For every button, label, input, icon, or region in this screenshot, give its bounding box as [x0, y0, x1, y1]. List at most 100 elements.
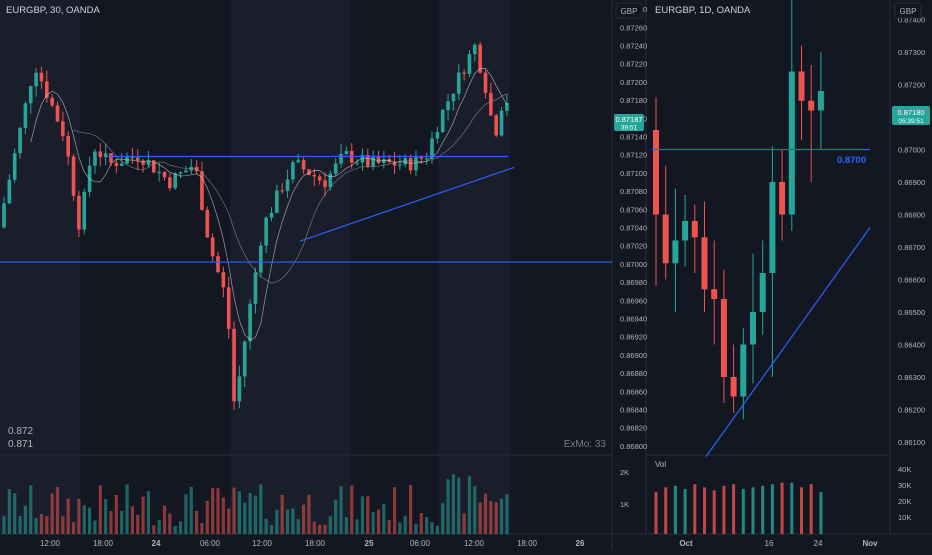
- candle-body[interactable]: [130, 157, 135, 159]
- candle-body[interactable]: [200, 171, 204, 210]
- right-symbol-title[interactable]: EURGBP, 1D, OANDA: [655, 5, 751, 16]
- candle-body[interactable]: [221, 272, 226, 288]
- candle-body[interactable]: [71, 156, 76, 196]
- right-drawings[interactable]: [652, 148, 871, 457]
- candle-body[interactable]: [344, 150, 349, 154]
- daily-candle-body[interactable]: [682, 221, 689, 241]
- candle-body[interactable]: [366, 155, 370, 167]
- candle-body[interactable]: [392, 162, 397, 166]
- candle-body[interactable]: [307, 169, 311, 175]
- candle-body[interactable]: [489, 92, 493, 116]
- candle-body[interactable]: [355, 162, 359, 164]
- candle-body[interactable]: [424, 158, 429, 160]
- candle-body[interactable]: [478, 44, 482, 73]
- candle-body[interactable]: [146, 160, 151, 165]
- candle-body[interactable]: [408, 158, 413, 171]
- candle-body[interactable]: [168, 177, 172, 189]
- candle-body[interactable]: [446, 101, 450, 111]
- candle-body[interactable]: [323, 180, 327, 187]
- candle-body[interactable]: [473, 44, 477, 55]
- candle-body[interactable]: [232, 328, 236, 402]
- candle-body[interactable]: [205, 209, 210, 238]
- candle-body[interactable]: [494, 115, 498, 136]
- candle-body[interactable]: [39, 72, 44, 82]
- candle-body[interactable]: [61, 121, 65, 136]
- left-currency-badge[interactable]: GBP: [621, 7, 638, 16]
- candle-body[interactable]: [451, 93, 456, 102]
- candle-body[interactable]: [114, 162, 119, 166]
- candle-body[interactable]: [135, 157, 140, 161]
- candle-body[interactable]: [440, 110, 445, 133]
- daily-candle-body[interactable]: [788, 71, 795, 215]
- candle-body[interactable]: [226, 287, 231, 329]
- candle-body[interactable]: [178, 172, 183, 174]
- candle-body[interactable]: [403, 158, 408, 165]
- candle-body[interactable]: [237, 376, 242, 402]
- candle-body[interactable]: [50, 97, 54, 106]
- daily-candle-body[interactable]: [711, 289, 718, 299]
- candle-body[interactable]: [173, 173, 177, 189]
- candle-body[interactable]: [398, 164, 402, 166]
- candle-body[interactable]: [82, 191, 87, 230]
- daily-candle-body[interactable]: [730, 377, 737, 397]
- candle-body[interactable]: [77, 195, 81, 230]
- daily-candle-body[interactable]: [701, 237, 708, 290]
- candle-body[interactable]: [98, 151, 103, 158]
- rising-trendline[interactable]: [299, 166, 515, 242]
- daily-candle-body[interactable]: [750, 312, 756, 345]
- right-candles-layer[interactable]: [653, 0, 824, 420]
- left-price-axis[interactable]: 0.872800.872600.872400.872200.872000.871…: [620, 5, 647, 509]
- candle-body[interactable]: [162, 171, 167, 178]
- candle-body[interactable]: [152, 160, 156, 173]
- candle-body[interactable]: [275, 190, 279, 213]
- candle-body[interactable]: [505, 102, 509, 111]
- candle-body[interactable]: [269, 212, 274, 218]
- candle-body[interactable]: [317, 176, 322, 181]
- daily-candle-body[interactable]: [769, 182, 776, 273]
- candle-body[interactable]: [248, 303, 252, 342]
- candle-body[interactable]: [34, 72, 38, 87]
- candle-body[interactable]: [430, 138, 434, 159]
- candle-body[interactable]: [141, 160, 145, 165]
- candle-body[interactable]: [23, 103, 28, 128]
- candle-body[interactable]: [119, 163, 124, 166]
- daily-candle-body[interactable]: [672, 240, 679, 264]
- candle-body[interactable]: [66, 135, 70, 157]
- candle-body[interactable]: [414, 157, 418, 171]
- daily-candle-body[interactable]: [808, 100, 815, 111]
- candle-body[interactable]: [125, 157, 129, 164]
- daily-candle-body[interactable]: [653, 130, 659, 215]
- candle-body[interactable]: [291, 162, 295, 180]
- candle-body[interactable]: [242, 341, 247, 377]
- daily-candle-body[interactable]: [662, 214, 669, 264]
- candle-body[interactable]: [483, 72, 488, 93]
- candle-body[interactable]: [93, 151, 97, 166]
- candle-body[interactable]: [259, 245, 263, 273]
- daily-candle-body[interactable]: [817, 91, 824, 111]
- candle-body[interactable]: [339, 153, 343, 164]
- candle-body[interactable]: [12, 153, 17, 180]
- daily-candle-body[interactable]: [720, 299, 727, 377]
- candle-body[interactable]: [312, 174, 317, 177]
- candle-body[interactable]: [456, 72, 461, 94]
- candle-body[interactable]: [7, 179, 12, 204]
- right-currency-badge-box[interactable]: [894, 2, 922, 19]
- right-currency-badge[interactable]: GBP: [900, 7, 917, 16]
- candle-body[interactable]: [280, 190, 284, 192]
- candle-body[interactable]: [360, 155, 365, 163]
- candle-body[interactable]: [2, 203, 6, 228]
- candle-body[interactable]: [253, 272, 258, 304]
- candle-body[interactable]: [210, 237, 215, 257]
- candle-body[interactable]: [301, 160, 306, 170]
- candle-body[interactable]: [264, 217, 268, 246]
- candle-body[interactable]: [376, 157, 381, 163]
- candle-body[interactable]: [103, 153, 108, 158]
- daily-candle-body[interactable]: [779, 182, 786, 215]
- left-symbol-title[interactable]: EURGBP, 30, OANDA: [6, 5, 100, 16]
- candle-body[interactable]: [462, 72, 466, 74]
- candle-body[interactable]: [296, 160, 301, 163]
- candle-body[interactable]: [467, 54, 472, 74]
- candle-body[interactable]: [45, 81, 49, 98]
- candle-body[interactable]: [371, 157, 375, 167]
